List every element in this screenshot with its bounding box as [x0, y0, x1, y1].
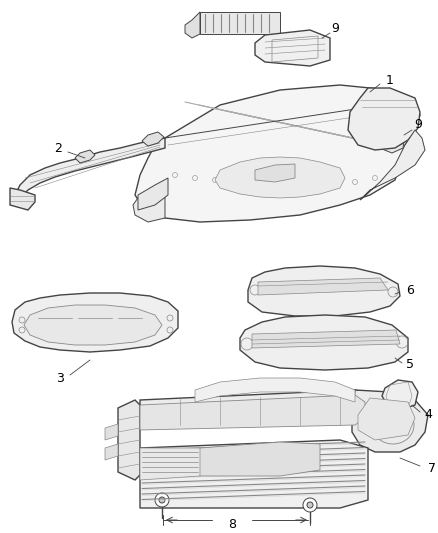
- Polygon shape: [140, 448, 200, 480]
- Text: 7: 7: [428, 462, 436, 474]
- Polygon shape: [133, 182, 165, 222]
- Text: 9: 9: [331, 21, 339, 35]
- Polygon shape: [382, 128, 405, 153]
- Polygon shape: [140, 395, 365, 430]
- Polygon shape: [240, 315, 408, 370]
- Polygon shape: [75, 150, 95, 163]
- Text: 9: 9: [414, 118, 422, 132]
- Polygon shape: [140, 390, 375, 420]
- Polygon shape: [360, 130, 425, 200]
- Polygon shape: [172, 442, 320, 476]
- Polygon shape: [258, 278, 388, 295]
- Polygon shape: [135, 85, 420, 222]
- Polygon shape: [118, 400, 140, 480]
- Polygon shape: [105, 424, 118, 440]
- Polygon shape: [215, 157, 345, 198]
- Polygon shape: [12, 293, 178, 352]
- Text: 3: 3: [56, 372, 64, 384]
- Polygon shape: [138, 178, 168, 210]
- Polygon shape: [24, 305, 162, 345]
- Text: 4: 4: [424, 408, 432, 422]
- Polygon shape: [195, 378, 355, 402]
- Polygon shape: [352, 390, 428, 452]
- Text: 5: 5: [406, 359, 414, 372]
- Polygon shape: [255, 30, 330, 66]
- Text: 6: 6: [406, 284, 414, 296]
- Text: 2: 2: [54, 141, 62, 155]
- Circle shape: [159, 497, 165, 503]
- Polygon shape: [255, 164, 295, 182]
- Text: 1: 1: [386, 74, 394, 86]
- Polygon shape: [252, 330, 400, 348]
- Polygon shape: [358, 398, 415, 440]
- Polygon shape: [382, 380, 418, 410]
- Polygon shape: [348, 88, 420, 150]
- Circle shape: [307, 502, 313, 508]
- Text: 8: 8: [228, 518, 236, 530]
- Polygon shape: [140, 440, 368, 508]
- Circle shape: [155, 493, 169, 507]
- Circle shape: [303, 498, 317, 512]
- Polygon shape: [248, 266, 400, 316]
- Polygon shape: [105, 444, 118, 460]
- Polygon shape: [142, 132, 164, 146]
- Polygon shape: [10, 188, 35, 210]
- Polygon shape: [200, 12, 280, 34]
- Polygon shape: [185, 12, 200, 38]
- Polygon shape: [15, 138, 165, 200]
